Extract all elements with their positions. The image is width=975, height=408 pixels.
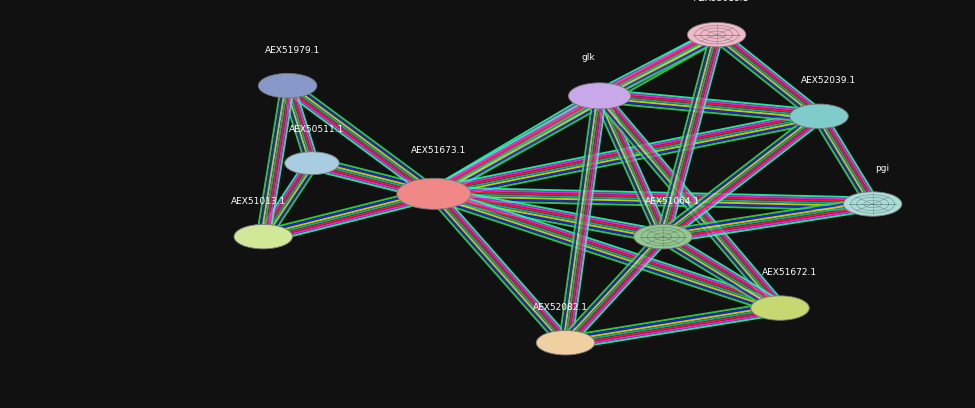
Text: AEX53018.1: AEX53018.1 (694, 0, 749, 3)
Circle shape (285, 152, 339, 175)
Text: AEX51064.1: AEX51064.1 (645, 197, 700, 206)
Circle shape (751, 296, 809, 320)
Circle shape (258, 73, 317, 98)
Circle shape (634, 224, 692, 249)
Text: glk: glk (581, 53, 595, 62)
Text: AEX52039.1: AEX52039.1 (801, 76, 856, 85)
Circle shape (536, 330, 595, 355)
Circle shape (397, 178, 471, 209)
Circle shape (568, 83, 631, 109)
Text: AEX51979.1: AEX51979.1 (265, 46, 320, 55)
Text: AEX51672.1: AEX51672.1 (762, 268, 817, 277)
Text: AEX50511.1: AEX50511.1 (290, 125, 344, 134)
Text: pgi: pgi (876, 164, 889, 173)
Text: AEX51013.1: AEX51013.1 (231, 197, 286, 206)
Text: AEX52082.1: AEX52082.1 (533, 303, 588, 312)
Circle shape (843, 192, 902, 216)
Circle shape (790, 104, 848, 129)
Circle shape (234, 224, 292, 249)
Text: AEX51673.1: AEX51673.1 (411, 146, 466, 155)
Circle shape (687, 22, 746, 47)
